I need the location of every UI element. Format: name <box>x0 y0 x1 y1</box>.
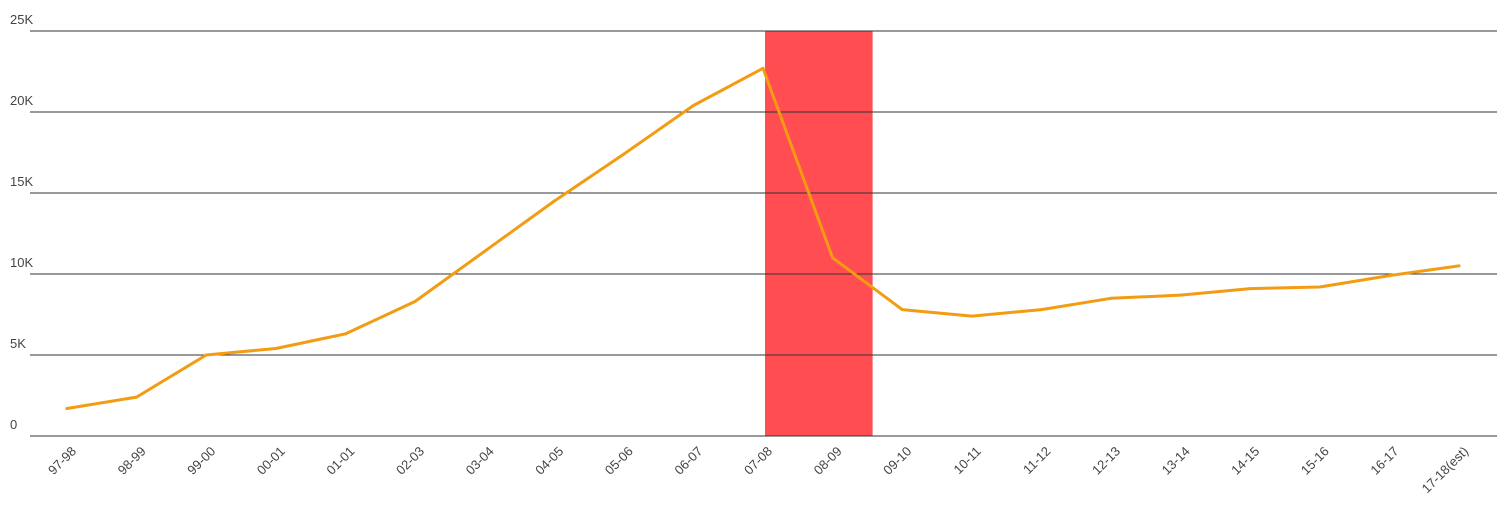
x-tick-label: 16-17 <box>1367 444 1401 478</box>
data-point <box>65 406 69 410</box>
highlight-band <box>765 31 873 436</box>
x-tick-label: 09-10 <box>880 444 914 478</box>
x-tick-label: 13-14 <box>1159 444 1193 478</box>
x-tick-label: 05-06 <box>602 444 636 478</box>
y-tick-label: 10K <box>10 255 33 270</box>
data-point <box>900 308 904 312</box>
x-tick-label: 00-01 <box>254 444 288 478</box>
y-tick-label: 20K <box>10 93 33 108</box>
data-point <box>761 66 765 70</box>
y-axis-ticks: 0 5K 10K 15K 20K 25K <box>10 12 33 432</box>
data-point <box>135 395 139 399</box>
x-tick-label: 06-07 <box>671 444 705 478</box>
x-tick-label: 97-98 <box>45 444 79 478</box>
data-point <box>622 152 626 156</box>
data-point <box>413 300 417 304</box>
x-axis-ticks: 97-98 98-99 99-00 00-01 01-01 02-03 03-04 04-05… <box>45 444 1471 497</box>
x-tick-label: 11-12 <box>1020 444 1053 477</box>
x-tick-label: 17-18(est) <box>1419 444 1472 497</box>
x-tick-label: 99-00 <box>184 444 218 478</box>
x-tick-label: 02-03 <box>393 444 427 478</box>
data-point <box>1179 293 1183 297</box>
data-point <box>1387 274 1391 278</box>
data-point <box>1457 264 1461 268</box>
x-tick-label: 14-15 <box>1228 444 1262 478</box>
data-point <box>1248 287 1252 291</box>
series-layer <box>65 66 1461 410</box>
data-point <box>831 256 835 260</box>
data-point <box>343 332 347 336</box>
data-point <box>691 104 695 108</box>
data-point <box>1109 296 1113 300</box>
x-tick-label: 01-01 <box>323 444 357 478</box>
y-tick-label: 25K <box>10 12 33 27</box>
data-point <box>274 347 278 351</box>
x-tick-label: 07-08 <box>741 444 775 478</box>
x-tick-label: 04-05 <box>532 444 566 478</box>
y-tick-label: 15K <box>10 174 33 189</box>
data-point <box>483 249 487 253</box>
data-point <box>1318 285 1322 289</box>
data-point <box>970 314 974 318</box>
x-tick-label: 08-09 <box>811 444 845 478</box>
series-line <box>65 66 1461 410</box>
x-tick-label: 12-13 <box>1089 444 1123 478</box>
x-tick-label: 03-04 <box>463 444 497 478</box>
x-tick-label: 98-99 <box>115 444 149 478</box>
x-tick-label: 15-16 <box>1298 444 1332 478</box>
x-tick-label: 10-11 <box>950 444 983 477</box>
data-point <box>204 353 208 357</box>
highlight-band-layer <box>765 31 873 436</box>
y-tick-label: 0 <box>10 417 17 432</box>
y-tick-label: 5K <box>10 336 26 351</box>
gridlines <box>30 30 1497 437</box>
data-point <box>552 199 556 203</box>
data-point <box>1039 308 1043 312</box>
